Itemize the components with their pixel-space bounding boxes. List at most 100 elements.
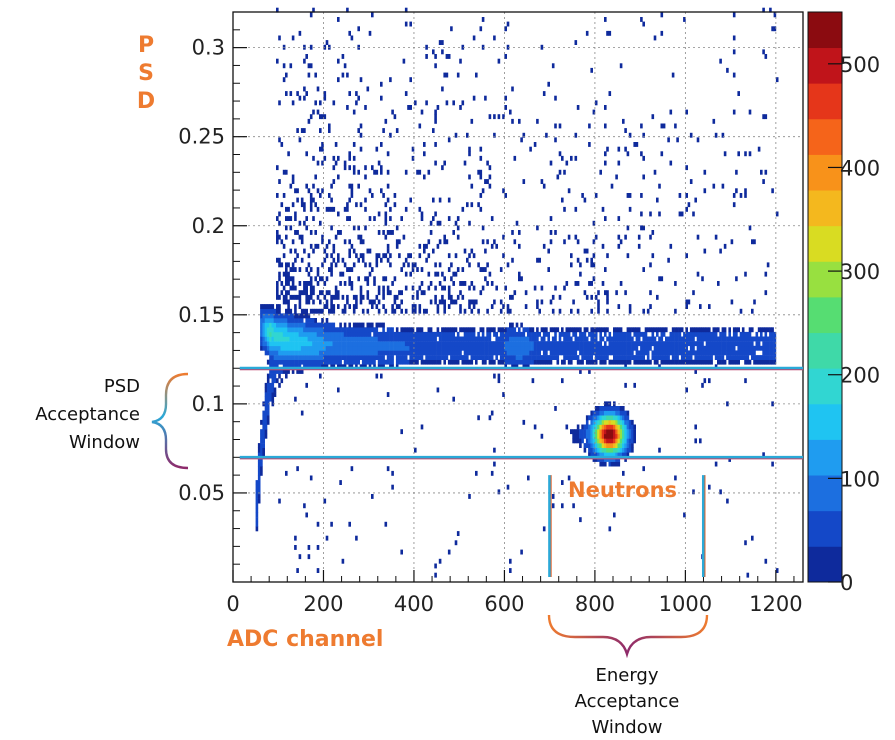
heatmap-cell bbox=[599, 443, 602, 448]
heatmap-cell bbox=[368, 322, 372, 328]
heatmap-cell bbox=[341, 294, 345, 300]
heatmap-cell bbox=[309, 281, 313, 286]
heatmap-cell bbox=[307, 318, 311, 323]
heatmap-cell bbox=[741, 355, 745, 360]
heatmap-cell bbox=[321, 355, 324, 360]
heatmap-cell bbox=[438, 350, 442, 356]
heatmap-cell bbox=[337, 230, 340, 235]
heatmap-cell bbox=[294, 230, 297, 235]
heatmap-cell bbox=[757, 146, 761, 152]
heatmap-cell bbox=[314, 341, 317, 347]
heatmap-cell bbox=[337, 253, 340, 259]
heatmap-cell bbox=[597, 438, 600, 444]
heatmap-cell bbox=[518, 327, 521, 333]
heatmap-cell bbox=[427, 271, 431, 277]
heatmap-cell bbox=[445, 336, 449, 342]
heatmap-cell bbox=[386, 355, 390, 360]
heatmap-cell bbox=[450, 327, 453, 333]
heatmap-cell bbox=[352, 331, 356, 337]
heatmap-cell bbox=[732, 341, 736, 347]
heatmap-cell bbox=[411, 345, 415, 351]
heatmap-cell bbox=[287, 276, 290, 282]
heatmap-cell bbox=[604, 327, 607, 333]
heatmap-cell bbox=[373, 281, 376, 286]
heatmap-cell bbox=[452, 281, 455, 286]
heatmap-cell bbox=[361, 341, 365, 347]
x-tick-label: 0 bbox=[226, 592, 239, 616]
heatmap-cell bbox=[434, 355, 437, 360]
heatmap-cell bbox=[364, 165, 367, 171]
heatmap-cell bbox=[565, 160, 569, 166]
heatmap-cell bbox=[599, 447, 602, 453]
heatmap-cell bbox=[280, 318, 284, 323]
heatmap-cell bbox=[751, 350, 754, 356]
heatmap-cell bbox=[472, 350, 476, 356]
heatmap-cell bbox=[368, 350, 372, 356]
heatmap-cell bbox=[386, 248, 390, 254]
heatmap-cell bbox=[395, 327, 399, 333]
heatmap-cell bbox=[606, 308, 609, 314]
heatmap-cell bbox=[402, 341, 406, 347]
heatmap-cell bbox=[628, 447, 632, 453]
heatmap-cell bbox=[298, 30, 302, 36]
heatmap-cell bbox=[432, 197, 435, 203]
heatmap-cell bbox=[606, 415, 609, 421]
neutrons-label: Neutrons bbox=[568, 478, 677, 502]
heatmap-cell bbox=[273, 392, 277, 397]
heatmap-cell bbox=[454, 253, 458, 259]
heatmap-cell bbox=[285, 322, 288, 328]
heatmap-cell bbox=[606, 457, 609, 462]
heatmap-cell bbox=[660, 350, 664, 356]
heatmap-cell bbox=[515, 345, 519, 351]
heatmap-cell bbox=[355, 202, 358, 208]
heatmap-cell bbox=[472, 355, 476, 360]
heatmap-cell bbox=[685, 341, 688, 347]
heatmap-cell bbox=[447, 359, 451, 365]
heatmap-cell bbox=[411, 146, 415, 152]
heatmap-cell bbox=[660, 355, 664, 360]
heatmap-cell bbox=[260, 345, 263, 351]
heatmap-cell bbox=[425, 359, 428, 365]
heatmap-cell bbox=[658, 447, 661, 453]
heatmap-cell bbox=[414, 355, 417, 360]
heatmap-cell bbox=[305, 54, 308, 59]
heatmap-cell bbox=[509, 345, 512, 351]
heatmap-cell bbox=[601, 447, 605, 453]
heatmap-cell bbox=[346, 341, 349, 347]
heatmap-cell bbox=[432, 248, 435, 254]
heatmap-cell bbox=[296, 91, 299, 96]
heatmap-cell bbox=[334, 160, 338, 166]
heatmap-cell bbox=[357, 341, 360, 347]
heatmap-cell bbox=[622, 359, 625, 365]
heatmap-cell bbox=[332, 248, 336, 254]
heatmap-cell bbox=[432, 49, 435, 55]
heatmap-cell bbox=[346, 299, 349, 305]
heatmap-cell bbox=[355, 535, 358, 541]
heatmap-cell bbox=[656, 331, 659, 337]
heatmap-cell bbox=[352, 155, 356, 161]
heatmap-cell bbox=[694, 359, 697, 365]
heatmap-cell bbox=[488, 165, 492, 171]
heatmap-cell bbox=[463, 308, 467, 314]
heatmap-cell bbox=[343, 304, 347, 309]
heatmap-cell bbox=[343, 341, 347, 347]
heatmap-cell bbox=[601, 433, 605, 439]
heatmap-cell bbox=[393, 350, 397, 356]
heatmap-cell bbox=[683, 17, 686, 22]
heatmap-cell bbox=[271, 350, 275, 356]
heatmap-cell bbox=[601, 350, 605, 356]
heatmap-cell bbox=[273, 313, 277, 319]
heatmap-cell bbox=[574, 345, 578, 351]
heatmap-cell bbox=[610, 410, 614, 416]
heatmap-cell bbox=[386, 336, 390, 342]
heatmap-cell bbox=[454, 350, 458, 356]
heatmap-cell bbox=[470, 183, 474, 189]
heatmap-cell bbox=[624, 341, 627, 347]
heatmap-cell bbox=[590, 341, 593, 347]
heatmap-cell bbox=[477, 169, 480, 175]
acceptance-window-lines bbox=[239, 366, 803, 577]
heatmap-cell bbox=[309, 63, 313, 69]
heatmap-cell bbox=[522, 359, 526, 365]
heatmap-cell bbox=[590, 308, 593, 314]
